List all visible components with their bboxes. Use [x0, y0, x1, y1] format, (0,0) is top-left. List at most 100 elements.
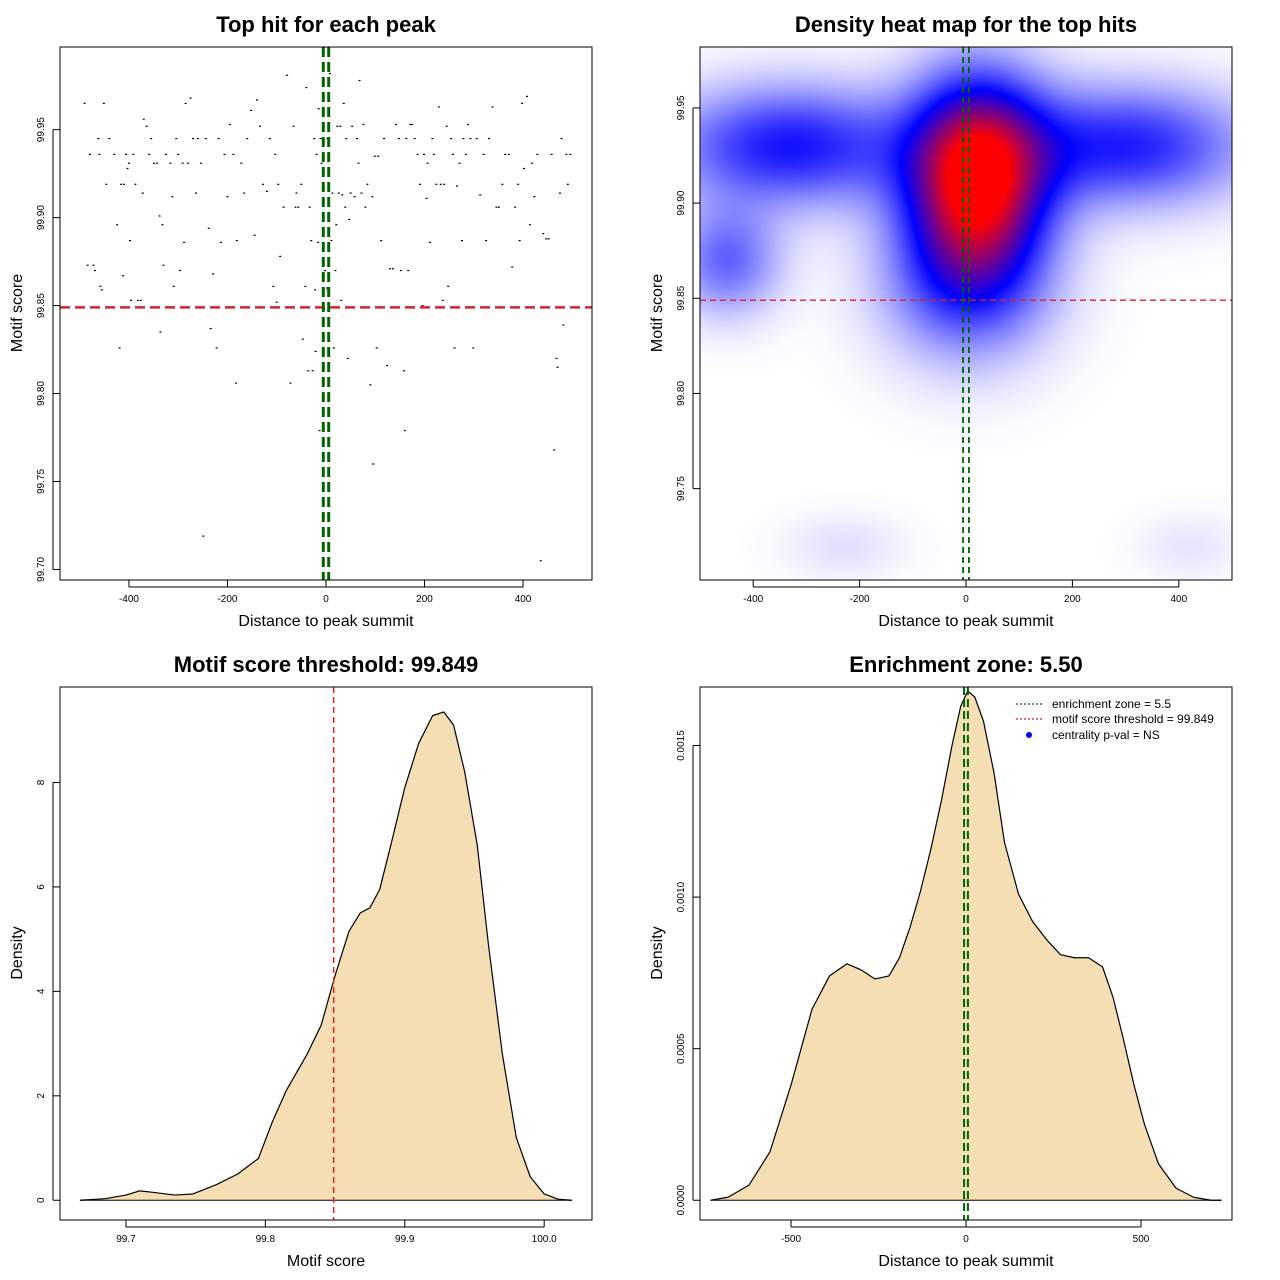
scatter-point	[314, 350, 317, 353]
scatter-point	[246, 137, 249, 140]
scatter-point	[349, 192, 352, 194]
scatter-point	[181, 162, 184, 164]
scatter-point	[324, 269, 327, 272]
scatter-point	[497, 206, 500, 208]
scatter-point	[336, 125, 339, 127]
scatter-point	[335, 224, 338, 226]
scatter-point	[411, 123, 414, 126]
scatter-ytick-label: 99.85	[36, 293, 47, 318]
scatter-point	[409, 123, 412, 126]
scatter-point	[553, 449, 556, 451]
scatter-point	[113, 153, 116, 156]
scatter-point	[126, 167, 129, 170]
score-density-ytick-label: 4	[36, 988, 47, 994]
scatter-ylabel: Motif score	[9, 274, 26, 352]
scatter-point	[399, 269, 402, 272]
scatter-point	[397, 137, 400, 140]
distance-density-ytick-label: 0.0000	[676, 1185, 687, 1216]
scatter-point	[158, 215, 161, 217]
scatter-point	[171, 196, 174, 198]
scatter-point	[565, 153, 568, 156]
scatter-xtick-label: -200	[217, 594, 237, 605]
scatter-point	[450, 137, 453, 140]
scatter-point	[275, 301, 278, 303]
scatter-point	[517, 183, 520, 185]
scatter-point	[482, 153, 485, 156]
score-density-title: Motif score threshold: 99.849	[174, 652, 478, 677]
scatter-point	[530, 162, 533, 164]
score-density-curve	[79, 711, 573, 1201]
scatter-point	[536, 153, 539, 156]
scatter-point	[428, 241, 431, 243]
scatter-point	[405, 137, 408, 140]
scatter-point	[156, 162, 159, 164]
distance-density-curve	[710, 690, 1222, 1201]
scatter-point	[462, 137, 465, 140]
legend-label-centrality: centrality p-val = NS	[1052, 728, 1160, 742]
scatter-point	[556, 366, 559, 368]
scatter-point	[360, 192, 363, 194]
scatter-point	[265, 190, 268, 192]
scatter-point	[460, 239, 463, 242]
scatter-point	[102, 102, 105, 104]
scatter-point	[391, 268, 394, 270]
scatter-point	[356, 137, 359, 140]
scatter-point	[372, 463, 375, 465]
scatter-point	[389, 268, 392, 270]
scatter-point	[475, 137, 478, 140]
scatter-point	[226, 196, 229, 198]
score-density-area	[79, 711, 573, 1201]
distance-density-xtick-label: 500	[1133, 1234, 1150, 1245]
heatmap-xtick-label: -400	[743, 594, 763, 605]
scatter-point	[128, 239, 131, 242]
scatter-point	[243, 192, 246, 194]
scatter-point	[274, 153, 277, 156]
score-density-xtick-label: 99.9	[395, 1234, 415, 1245]
scatter-point	[423, 153, 426, 156]
scatter-point	[507, 153, 510, 156]
scatter-point	[439, 183, 442, 185]
legend-swatch-centrality	[1026, 732, 1032, 738]
scatter-axes: -400 -200 0 200 400 99.70 99.75 99.80 99.85 99.90…	[36, 117, 532, 605]
scatter-point	[215, 347, 218, 349]
scatter-point	[533, 196, 536, 198]
scatter-point	[204, 137, 207, 140]
scatter-point	[250, 109, 253, 112]
scatter-point	[566, 183, 569, 185]
scatter-point	[183, 241, 186, 243]
scatter-point	[441, 299, 444, 302]
scatter-ytick-label: 99.90	[36, 205, 47, 230]
scatter-point	[562, 324, 565, 326]
scatter-point	[196, 137, 199, 140]
score-density-xlabel: Motif score	[287, 1253, 365, 1270]
scatter-ytick-label: 99.75	[36, 469, 47, 494]
scatter-point	[523, 167, 526, 170]
scatter-point	[220, 241, 223, 243]
scatter-point	[569, 153, 572, 156]
scatter-point	[286, 74, 289, 76]
scatter-point	[339, 125, 342, 127]
scatter-point	[100, 289, 103, 291]
scatter-point	[162, 264, 165, 266]
score-density-xtick-label: 100.0	[532, 1234, 557, 1245]
scatter-point	[514, 206, 517, 208]
scatter-point	[308, 206, 311, 208]
score-density-ylabel: Density	[9, 926, 26, 979]
scatter-point	[217, 137, 220, 140]
scatter-point	[472, 347, 475, 349]
score-density-ytick-label: 6	[36, 884, 47, 890]
scatter-point	[330, 239, 333, 242]
scatter-point	[129, 299, 132, 302]
scatter-point	[560, 137, 563, 140]
scatter-point	[315, 153, 318, 156]
distance-density-ylabel: Density	[649, 926, 666, 979]
scatter-point	[445, 125, 448, 127]
scatter-point	[488, 137, 491, 140]
scatter-point	[366, 183, 369, 185]
scatter-point	[325, 287, 328, 289]
scatter-point	[380, 239, 383, 242]
scatter-point	[413, 137, 416, 140]
scatter-point	[344, 206, 347, 208]
scatter-point	[179, 269, 182, 272]
scatter-point	[542, 232, 545, 235]
